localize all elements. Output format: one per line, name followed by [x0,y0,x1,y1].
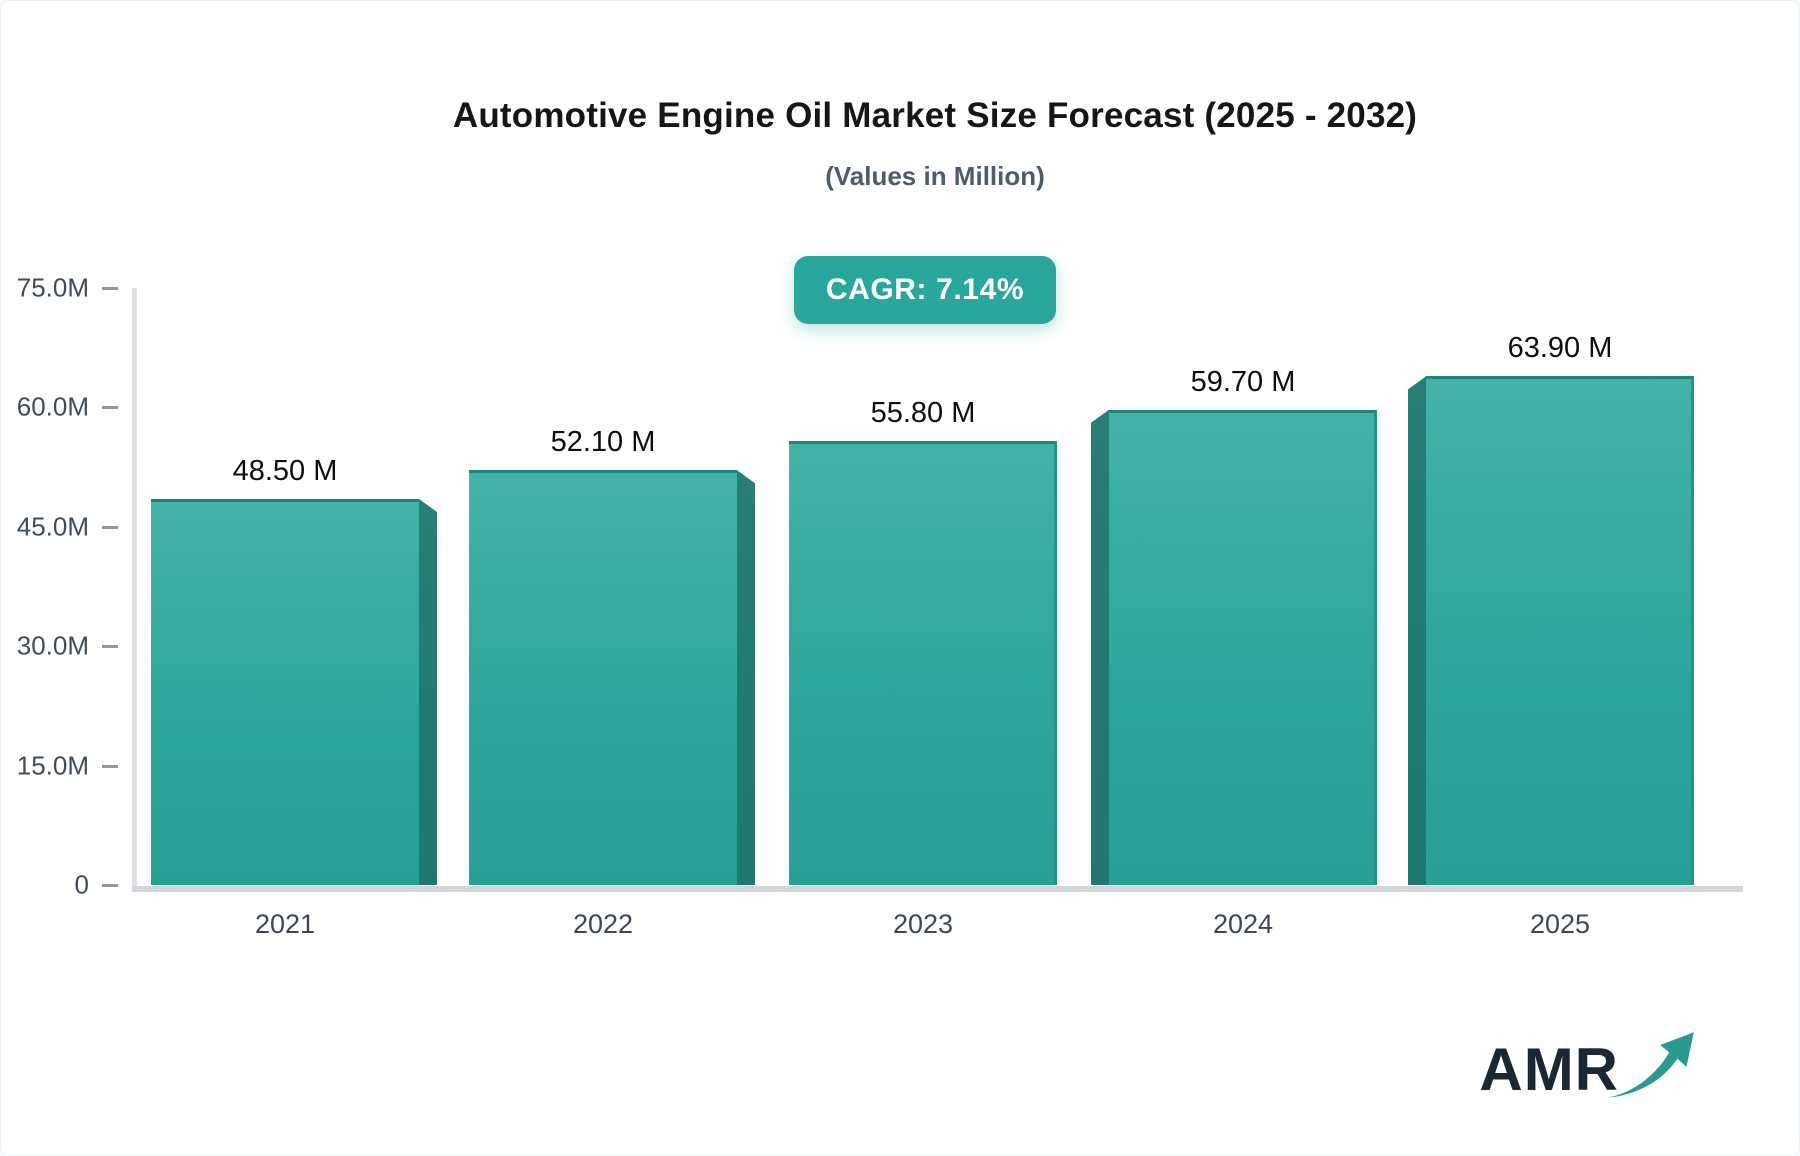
cagr-badge-label: CAGR: 7.14% [825,273,1025,306]
cagr-badge: CAGR: 7.14% [794,256,1056,324]
x-tick-label: 2022 [572,909,634,939]
amr-logo: AMR [1479,1031,1697,1107]
y-axis [132,288,137,891]
y-tick-label: 45.0M [16,511,89,542]
x-axis [132,886,1743,892]
bar-side-shadow [737,470,755,885]
y-tick-label: 0 [74,869,89,900]
bar-value-label: 48.50 M [232,454,338,487]
bar [789,440,1057,885]
bar [151,498,419,885]
y-tick-mark [102,525,118,529]
bar [1426,376,1694,885]
chart-title: Automotive Engine Oil Market Size Foreca… [452,96,1418,135]
y-tick-mark [102,287,118,290]
y-tick-label: 15.0M [16,750,89,781]
bar [1109,409,1377,885]
y-tick-label: 30.0M [16,630,89,661]
bar-value-label: 55.80 M [870,396,976,429]
y-tick-label: 60.0M [16,391,89,422]
y-tick-mark [102,884,118,887]
bar-value-label: 59.70 M [1190,365,1296,398]
bar-side-shadow [1091,409,1109,885]
y-tick-label: 75.0M [16,272,89,303]
x-tick-label: 2024 [1212,909,1274,939]
bar [469,470,737,885]
bar-value-label: 52.10 M [550,426,656,459]
bar-side-shadow [419,498,437,885]
y-tick-mark [102,645,118,649]
x-tick-label: 2021 [254,909,316,939]
chart-subtitle: (Values in Million) [825,161,1045,191]
y-tick-mark [102,764,118,768]
logo-arrow-icon [1607,1032,1694,1098]
bar-value-label: 63.90 M [1507,332,1613,365]
bar-side-shadow [1408,376,1426,885]
x-tick-label: 2023 [892,909,954,939]
x-tick-label: 2025 [1529,909,1591,939]
y-tick-mark [102,406,118,410]
logo-text: AMR [1479,1035,1619,1103]
